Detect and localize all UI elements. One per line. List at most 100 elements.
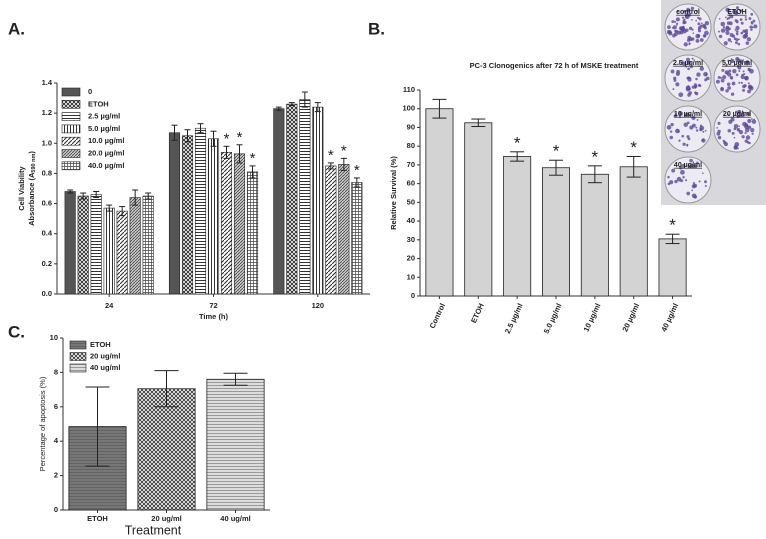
bar — [273, 108, 285, 295]
colony — [699, 127, 703, 132]
colony — [720, 21, 726, 27]
y-tick-label: 10 — [50, 333, 58, 342]
colony — [673, 114, 678, 118]
significance-star: * — [669, 216, 676, 235]
colony — [687, 85, 690, 88]
colony — [745, 135, 751, 140]
colony — [746, 111, 751, 116]
colony — [730, 40, 733, 43]
colony — [739, 9, 742, 12]
colony — [683, 42, 688, 47]
colony — [683, 10, 686, 13]
colony — [738, 125, 740, 127]
colony — [669, 135, 674, 140]
colony — [727, 86, 731, 90]
colony — [727, 38, 732, 42]
x-tick-label: 10 µg/ml — [582, 302, 603, 333]
bar — [464, 122, 493, 297]
colony — [738, 38, 740, 41]
colony — [735, 73, 739, 77]
colony — [683, 18, 686, 21]
significance-star: * — [341, 142, 347, 159]
colony — [671, 168, 676, 173]
colony — [747, 118, 752, 124]
colony — [740, 81, 743, 84]
colony — [730, 77, 733, 80]
colony — [746, 37, 752, 42]
colony — [743, 72, 746, 76]
colony — [717, 121, 721, 125]
colony — [691, 115, 696, 120]
colony — [696, 119, 699, 121]
significance-star: * — [630, 138, 637, 157]
y-tick-label: 6 — [54, 402, 58, 411]
colony — [682, 142, 686, 146]
colony — [698, 180, 701, 183]
bar — [351, 182, 363, 295]
colony — [704, 180, 707, 184]
legend-label: 10.0 µg/ml — [88, 136, 124, 145]
bar — [129, 197, 141, 295]
colony — [716, 127, 718, 129]
colony — [727, 59, 730, 62]
colony — [687, 76, 691, 80]
colony — [727, 16, 730, 20]
colony — [672, 25, 677, 30]
bar — [137, 388, 196, 511]
colony — [718, 18, 721, 20]
bar — [338, 164, 350, 295]
colony — [750, 118, 753, 120]
colony — [682, 175, 685, 179]
colony — [725, 27, 730, 32]
y-tick-label: 0.4 — [42, 229, 53, 238]
significance-star: * — [237, 129, 243, 146]
colony — [752, 19, 756, 23]
colony — [733, 37, 737, 41]
colony — [718, 34, 723, 39]
bar — [168, 132, 181, 295]
colony — [737, 42, 741, 46]
bar — [142, 195, 154, 295]
colony — [688, 26, 693, 31]
colony — [728, 119, 733, 124]
y-axis-label: Cell Viability — [17, 165, 26, 210]
colony — [681, 163, 686, 168]
dish-label: 2.5 µg/ml — [673, 60, 703, 67]
colony — [716, 131, 721, 136]
colony — [720, 78, 725, 83]
dish-label: 5.0 µg/ml — [722, 60, 752, 67]
x-tick-label: 40 µg/ml — [659, 302, 680, 333]
colony — [725, 30, 730, 35]
x-tick-label: 20 µg/ml — [620, 302, 641, 333]
colony — [676, 10, 680, 13]
significance-star: * — [592, 147, 599, 166]
colony — [695, 38, 700, 43]
bar — [116, 210, 128, 295]
colony — [686, 57, 691, 62]
colony — [686, 144, 689, 147]
legend-label: 0 — [88, 87, 92, 96]
colony — [695, 19, 698, 22]
colony — [702, 172, 704, 175]
colony — [705, 73, 708, 76]
legend-swatch — [69, 340, 87, 350]
colony — [691, 28, 694, 31]
y-tick-label: 10 — [407, 272, 415, 281]
colony — [740, 112, 745, 118]
legend-swatch — [69, 363, 87, 373]
colony — [697, 29, 702, 33]
colony — [696, 72, 701, 77]
colony — [750, 21, 753, 24]
colony — [720, 28, 726, 33]
colony — [735, 25, 740, 31]
colony — [738, 110, 741, 113]
colony — [744, 16, 747, 18]
colony — [751, 26, 754, 29]
bar — [233, 153, 246, 295]
colony — [667, 175, 670, 179]
legend-swatch — [61, 87, 81, 97]
colony — [695, 129, 699, 132]
colony — [734, 10, 739, 15]
colony — [672, 88, 675, 91]
